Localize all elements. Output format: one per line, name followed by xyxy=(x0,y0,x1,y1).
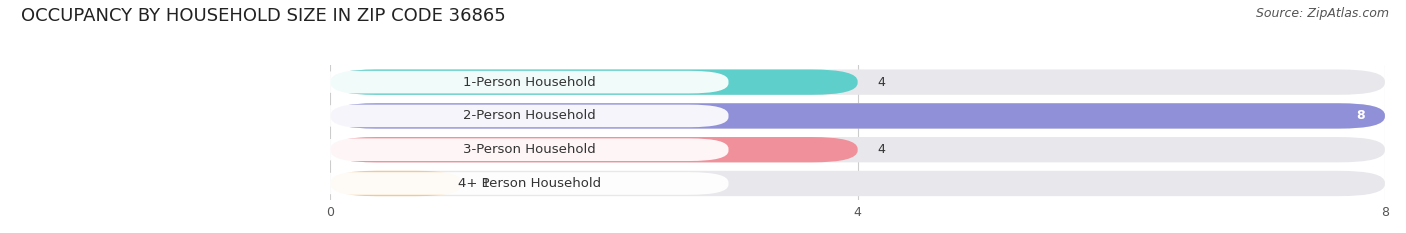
FancyBboxPatch shape xyxy=(330,103,1385,129)
Text: 3-Person Household: 3-Person Household xyxy=(463,143,596,156)
FancyBboxPatch shape xyxy=(307,172,728,195)
FancyBboxPatch shape xyxy=(330,171,1385,196)
Text: 4+ Person Household: 4+ Person Household xyxy=(458,177,600,190)
Text: 4: 4 xyxy=(877,143,886,156)
Text: 1-Person Household: 1-Person Household xyxy=(463,76,596,89)
FancyBboxPatch shape xyxy=(330,103,1385,129)
Text: 1: 1 xyxy=(482,177,489,190)
Text: 2-Person Household: 2-Person Household xyxy=(463,110,596,122)
FancyBboxPatch shape xyxy=(330,69,858,95)
FancyBboxPatch shape xyxy=(307,138,728,161)
Text: 4: 4 xyxy=(877,76,886,89)
FancyBboxPatch shape xyxy=(307,71,728,93)
FancyBboxPatch shape xyxy=(307,105,728,127)
Text: OCCUPANCY BY HOUSEHOLD SIZE IN ZIP CODE 36865: OCCUPANCY BY HOUSEHOLD SIZE IN ZIP CODE … xyxy=(21,7,506,25)
FancyBboxPatch shape xyxy=(330,137,1385,162)
Text: 8: 8 xyxy=(1357,110,1365,122)
Text: Source: ZipAtlas.com: Source: ZipAtlas.com xyxy=(1256,7,1389,20)
FancyBboxPatch shape xyxy=(330,69,1385,95)
FancyBboxPatch shape xyxy=(330,137,858,162)
FancyBboxPatch shape xyxy=(330,171,463,196)
